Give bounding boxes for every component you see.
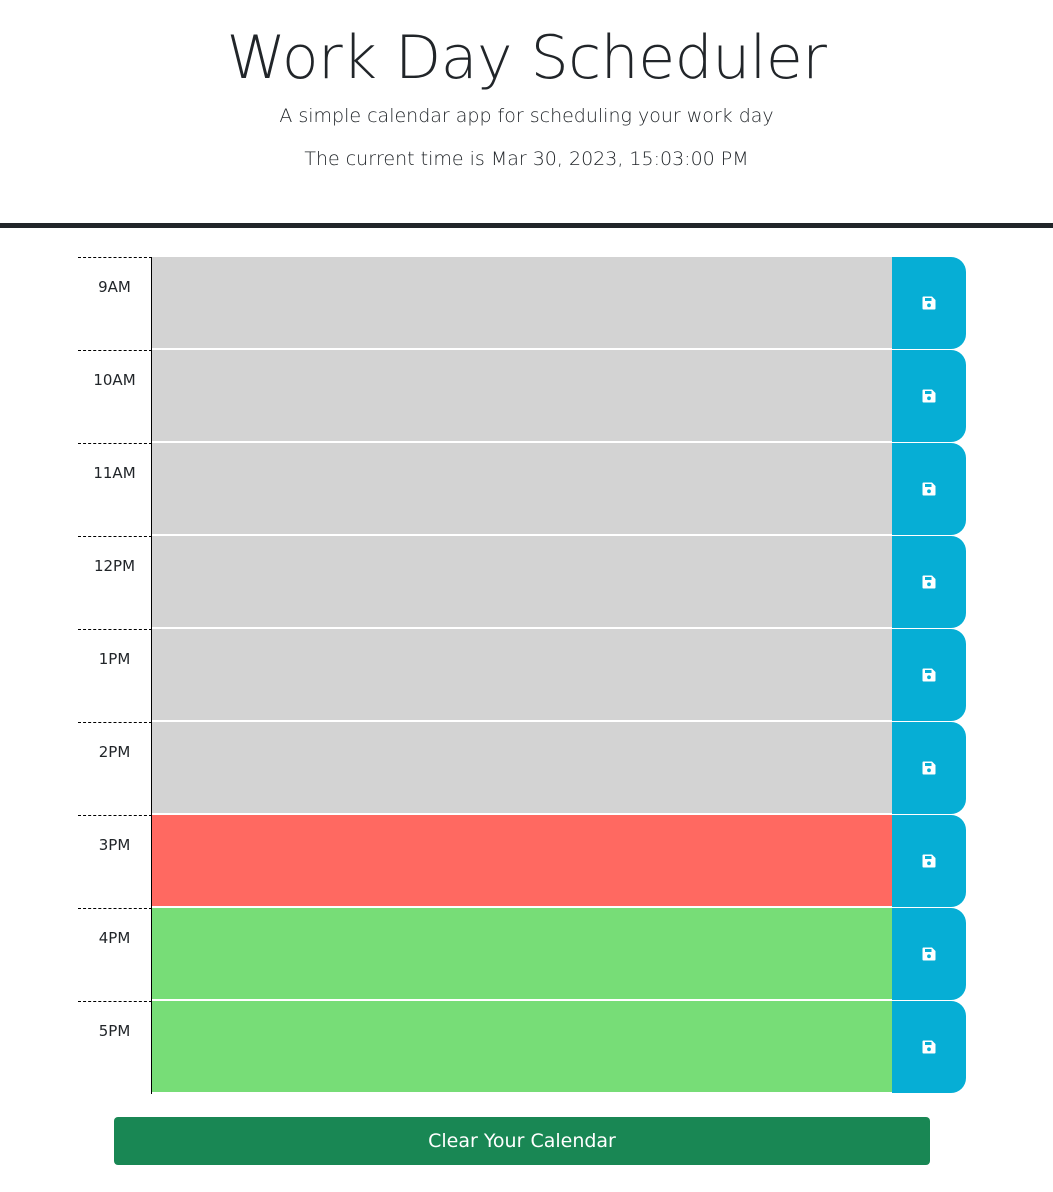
time-block-9am: 9AM [78, 257, 966, 350]
description-input[interactable] [152, 815, 892, 907]
time-block-5pm: 5PM [78, 1001, 966, 1094]
save-button[interactable] [892, 350, 966, 442]
description-input[interactable] [152, 536, 892, 628]
time-block-11am: 11AM [78, 443, 966, 536]
floppy-disk-icon [922, 389, 936, 403]
floppy-disk-icon [922, 854, 936, 868]
save-button[interactable] [892, 629, 966, 721]
floppy-disk-icon [922, 1040, 936, 1054]
time-block-10am: 10AM [78, 350, 966, 443]
page-subtitle: A simple calendar app for scheduling you… [279, 105, 774, 127]
description-input[interactable] [152, 908, 892, 1000]
hour-label: 11AM [78, 443, 152, 536]
hour-label: 3PM [78, 815, 152, 908]
description-input[interactable] [152, 257, 892, 349]
hour-label: 9AM [78, 257, 152, 350]
time-block-4pm: 4PM [78, 908, 966, 1001]
save-button[interactable] [892, 536, 966, 628]
save-button[interactable] [892, 815, 966, 907]
page-title: Work Day Scheduler [226, 23, 827, 93]
description-input[interactable] [152, 443, 892, 535]
description-input[interactable] [152, 629, 892, 721]
save-button[interactable] [892, 257, 966, 349]
floppy-disk-icon [922, 482, 936, 496]
hour-label: 10AM [78, 350, 152, 443]
save-button[interactable] [892, 908, 966, 1000]
hour-label: 5PM [78, 1001, 152, 1094]
description-input[interactable] [152, 350, 892, 442]
description-input[interactable] [152, 1001, 892, 1093]
save-button[interactable] [892, 443, 966, 535]
floppy-disk-icon [922, 296, 936, 310]
page-header: Work Day Scheduler A simple calendar app… [0, 0, 1053, 228]
description-input[interactable] [152, 722, 892, 814]
time-block-2pm: 2PM [78, 722, 966, 815]
save-button[interactable] [892, 1001, 966, 1093]
floppy-disk-icon [922, 575, 936, 589]
floppy-disk-icon [922, 761, 936, 775]
hour-label: 12PM [78, 536, 152, 629]
floppy-disk-icon [922, 668, 936, 682]
floppy-disk-icon [922, 947, 936, 961]
time-block-1pm: 1PM [78, 629, 966, 722]
hour-label: 2PM [78, 722, 152, 815]
time-block-3pm: 3PM [78, 815, 966, 908]
current-time: The current time is Mar 30, 2023, 15:03:… [304, 148, 749, 170]
clear-calendar-button[interactable]: Clear Your Calendar [114, 1117, 930, 1165]
hour-label: 4PM [78, 908, 152, 1001]
save-button[interactable] [892, 722, 966, 814]
time-block-12pm: 12PM [78, 536, 966, 629]
hour-label: 1PM [78, 629, 152, 722]
